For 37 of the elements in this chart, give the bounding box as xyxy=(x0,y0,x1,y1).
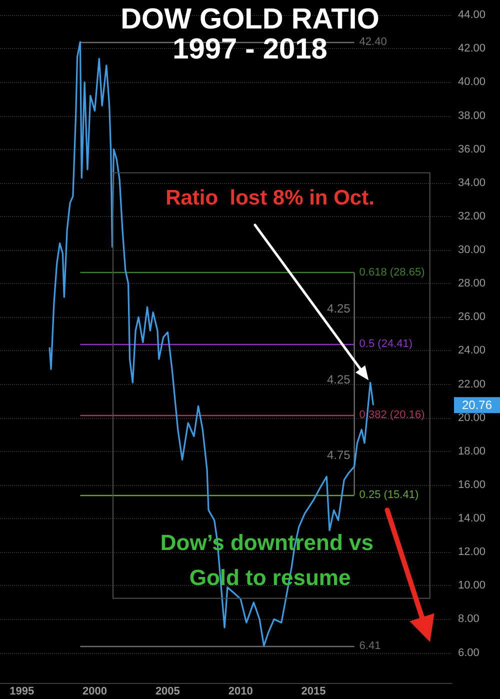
x-tick-label: 2000 xyxy=(82,686,108,698)
y-tick-label: 16.00 xyxy=(458,478,486,491)
ref-line-label: 6.41 xyxy=(359,640,381,652)
annotation: 4.25 xyxy=(326,372,351,387)
chart-title: DOW GOLD RATIO xyxy=(120,4,380,36)
y-tick-label: 24.00 xyxy=(458,344,486,357)
text: 1997 - 2018 xyxy=(172,34,328,66)
x-tick-label: 1995 xyxy=(10,686,34,698)
y-tick-label: 40.00 xyxy=(458,76,486,88)
text: 20.76 xyxy=(462,398,492,412)
y-tick-label: 28.00 xyxy=(458,278,486,290)
y-tick-label: 8.00 xyxy=(458,613,480,626)
annotation: Ratio lost 8% in Oct. xyxy=(166,186,374,210)
y-tick-label: 14.00 xyxy=(458,512,486,525)
y-tick-label: 34.00 xyxy=(458,176,486,189)
y-tick-label: 38.00 xyxy=(458,110,486,122)
y-tick-label: 22.00 xyxy=(458,378,486,390)
x-tick-label: 2010 xyxy=(228,686,253,698)
y-tick-label: 36.00 xyxy=(458,143,486,156)
x-tick-label: 2005 xyxy=(155,686,180,698)
x-tick-label: 2015 xyxy=(301,686,326,698)
ref-line-label: 0.618 (28.65) xyxy=(359,266,425,279)
y-tick-label: 12.00 xyxy=(458,546,486,558)
y-tick-label: 20.00 xyxy=(458,412,486,424)
y-tick-label: 44.00 xyxy=(458,9,486,22)
annotation: 4.75 xyxy=(326,448,351,462)
y-tick-label: 10.00 xyxy=(458,580,486,592)
y-tick-label: 26.00 xyxy=(458,311,486,324)
ref-line-label: 42.40 xyxy=(359,36,387,48)
annotation: 4.25 xyxy=(326,301,351,316)
ref-line-label: 0.25 (15.41) xyxy=(359,488,419,501)
y-tick-label: 32.00 xyxy=(458,210,486,222)
y-tick-label: 6.00 xyxy=(458,646,480,659)
ref-line-label: 0.5 (24.41) xyxy=(359,338,413,350)
y-tick-label: 30.00 xyxy=(458,244,486,256)
y-tick-label: 42.00 xyxy=(458,42,486,55)
y-tick-label: 18.00 xyxy=(458,445,486,458)
